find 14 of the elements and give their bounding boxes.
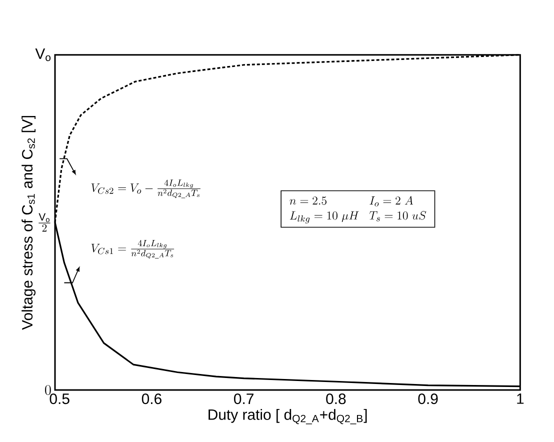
text: $\mathrm{V_o}$ [35,48,51,62]
annotation: $\begin{array}{ll} n = 2.5 & I_o = 2\ A \\ L_{lkg} = 10\ \mu H & T_s = 10\ uS \end{array}$ [290,196,426,224]
annotation: $V_{Cs2} = V_o - \frac{4I_oL_{lkg}}{n^2 d_{Q2\_A} T_s}$ [91,180,200,198]
text: $\frac{\mathrm{V_o}}{2}$ [38,213,50,232]
annotation: $V_{Cs1} = \frac{4I_oL_{lkg}}{n^2 d_{Q2\_A} T_s}$ [91,240,174,258]
x-tick-label: 0.9 [418,394,438,404]
x-tick-label: 0.5 [50,394,70,404]
x-tick-label: 0.8 [326,394,346,404]
x-tick-label: 0.7 [234,394,254,404]
x-tick-label: 0.6 [142,394,162,404]
text: $0$ [45,385,51,395]
x-tick-label: 1 [517,394,524,404]
x-axis-title: Duty ratio [ d$_{Q2_A}$+d$_{Q2_B}$] [208,408,367,424]
y-axis-title: Voltage stress of C$_{s1}$ and C$_{s2}$ [V] [22,116,36,330]
